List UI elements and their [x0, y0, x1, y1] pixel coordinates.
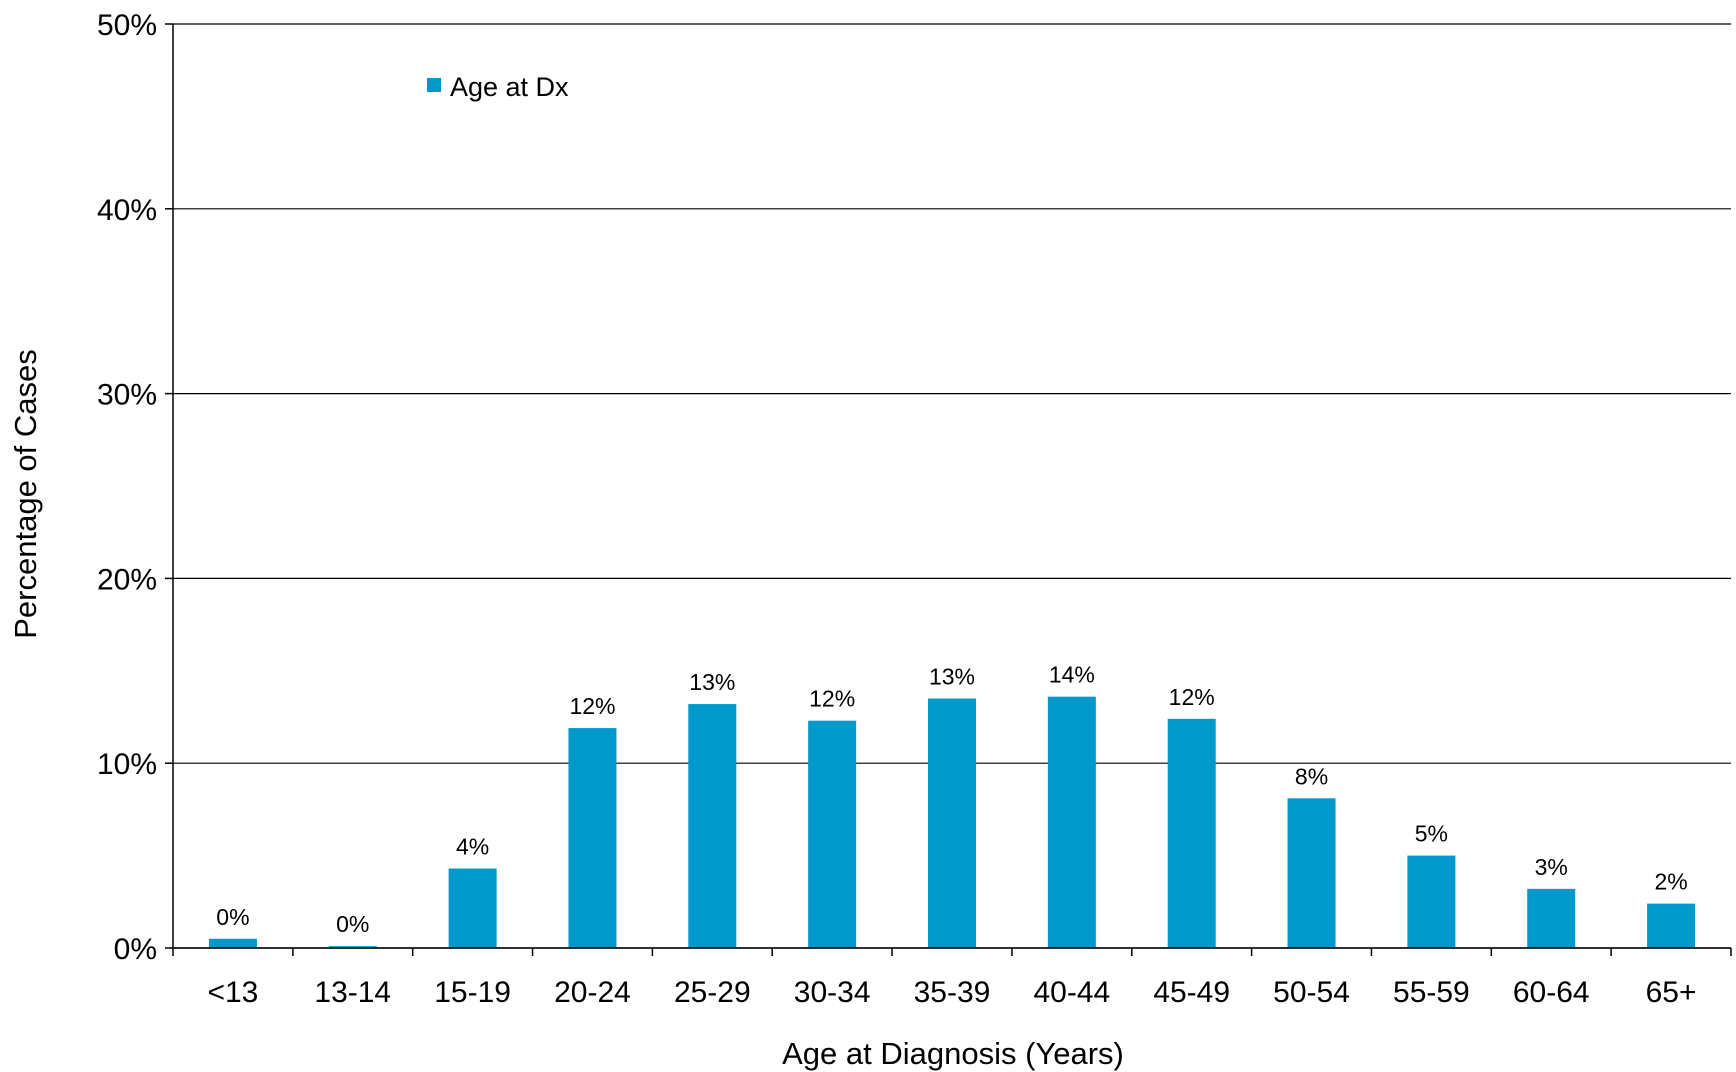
x-tick-label: 13-14	[314, 976, 391, 1009]
bar	[688, 704, 737, 948]
x-tick-label: 20-24	[554, 976, 631, 1009]
data-label: 13%	[689, 669, 735, 695]
bar	[928, 698, 976, 948]
axes	[165, 23, 1732, 956]
data-label: 12%	[569, 693, 615, 719]
x-tick-label: 45-49	[1153, 976, 1230, 1009]
y-tick-label: 50%	[97, 9, 157, 42]
data-label: 5%	[1415, 821, 1448, 847]
x-tick-label: 35-39	[914, 976, 991, 1009]
bar	[208, 938, 257, 948]
y-tick-label: 20%	[97, 563, 157, 596]
x-tick-label: 60-64	[1513, 976, 1590, 1009]
y-tick-label: 30%	[97, 379, 157, 412]
y-axis-title: Percentage of Cases	[8, 349, 43, 639]
x-tick-label: 30-34	[794, 976, 871, 1009]
x-tick-labels: <13 13-14 15-19 20-24 25-29 30-34 35-39 40-44 45…	[207, 976, 1696, 1009]
bar	[1527, 888, 1576, 948]
x-tick-label: 25-29	[674, 976, 751, 1009]
legend: Age at Dx	[427, 72, 569, 102]
bar	[1167, 718, 1216, 948]
x-tick-label: 15-19	[434, 976, 511, 1009]
bar	[808, 720, 857, 948]
x-tick-label: 65+	[1646, 976, 1697, 1009]
x-tick-label: 55-59	[1393, 976, 1470, 1009]
data-label: 14%	[1049, 662, 1095, 688]
data-label: 3%	[1535, 854, 1568, 880]
bar	[448, 868, 497, 948]
y-tick-labels: 0% 10% 20% 30% 40% 50%	[97, 9, 157, 966]
data-label: 12%	[809, 686, 855, 712]
data-label: 2%	[1654, 869, 1687, 895]
bars	[208, 696, 1696, 948]
bar	[328, 946, 377, 948]
data-label: 4%	[456, 834, 489, 860]
x-tick-label: <13	[207, 976, 258, 1009]
data-labels: 0% 0% 4% 12% 13% 12% 13% 14% 12% 8% 5% 3% 2%	[216, 662, 1687, 937]
data-label: 12%	[1169, 684, 1215, 710]
data-label: 0%	[216, 904, 249, 930]
bar	[1287, 798, 1336, 948]
data-label: 0%	[336, 911, 369, 937]
bar	[1047, 696, 1096, 948]
bar	[568, 728, 617, 948]
y-tick-label: 40%	[97, 194, 157, 227]
bar	[1407, 855, 1456, 948]
x-axis-title: Age at Diagnosis (Years)	[782, 1036, 1124, 1071]
x-tick-label: 40-44	[1033, 976, 1110, 1009]
y-tick-label: 0%	[114, 933, 157, 966]
x-tick-label: 50-54	[1273, 976, 1350, 1009]
bar	[1647, 903, 1696, 948]
data-label: 13%	[929, 664, 975, 690]
data-label: 8%	[1295, 763, 1328, 789]
legend-swatch	[427, 78, 441, 92]
y-tick-label: 10%	[97, 748, 157, 781]
legend-label: Age at Dx	[450, 72, 569, 102]
